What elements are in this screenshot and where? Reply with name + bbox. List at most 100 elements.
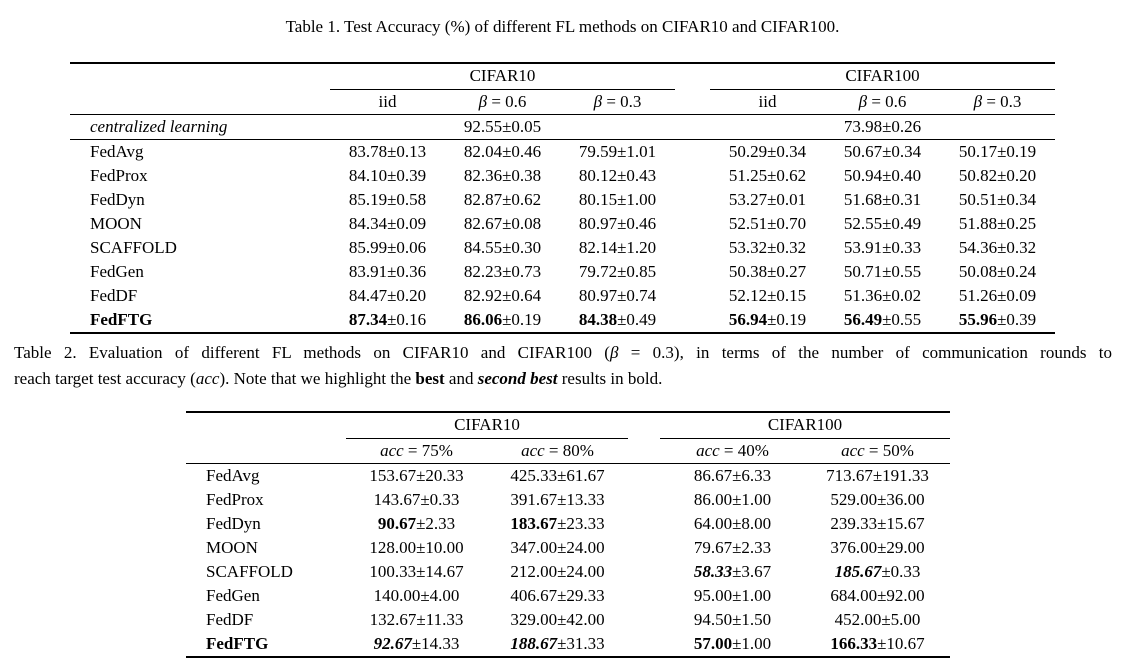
table-row: FedDF 84.47±0.20 82.92±0.64 80.97±0.74 52.12… (70, 284, 1055, 308)
std-value: ±0.25 (997, 213, 1037, 233)
std-value: ±0.55 (882, 309, 922, 329)
value-cell: 53.91±0.33 (825, 236, 940, 260)
table2-cifar10-header: CIFAR10 (346, 411, 628, 439)
value-cell: 92.67±14.33 (346, 631, 487, 658)
table-row: FedDyn 90.67±2.33 183.67±23.33 64.00±8.00 23… (186, 512, 950, 536)
blank-cell (186, 411, 346, 438)
mean-value: 50.71 (843, 261, 883, 281)
caption-segment: results in bold. (557, 369, 663, 388)
gap-cell (675, 188, 710, 212)
mean-value: 82.04 (463, 141, 503, 161)
std-value: ±0.20 (387, 285, 427, 305)
caption-segment: acc (195, 369, 220, 388)
value-cell: 53.27±0.01 (710, 188, 825, 212)
std-value: ±14.33 (411, 633, 460, 653)
std-value: ±0.01 (767, 189, 807, 209)
mean-value: 51.36 (843, 285, 883, 305)
mean-value: 53.91 (843, 237, 883, 257)
value-cell: 84.47±0.20 (330, 284, 445, 308)
std-value: ±0.13 (387, 141, 427, 161)
caption-segment: = 0.3), in terms of the number of commun… (618, 343, 1112, 362)
mean-value: 82.14 (578, 237, 618, 257)
value-cell: 83.78±0.13 (330, 139, 445, 164)
mean-value: 83.91 (348, 261, 388, 281)
gap-cell (675, 62, 710, 89)
std-value: ±0.49 (882, 213, 922, 233)
mean-value: 529.00 (830, 489, 878, 509)
std-value: ±1.20 (617, 237, 657, 257)
gap-cell (675, 307, 710, 334)
mean-value: 86.00 (693, 489, 733, 509)
std-value: ±1.00 (732, 489, 772, 509)
value-cell: 529.00±36.00 (805, 488, 950, 512)
value-cell: 52.51±0.70 (710, 212, 825, 236)
value-cell: 95.00±1.00 (660, 584, 805, 608)
std-value: ±0.34 (997, 189, 1037, 209)
std-value: ±0.73 (502, 261, 542, 281)
value-cell: 86.00±1.00 (660, 488, 805, 512)
mean-value: 84.47 (348, 285, 388, 305)
caption-segment: ). Note that we highlight the (219, 369, 416, 388)
mean-value: 52.51 (728, 213, 768, 233)
table-row: FedGen 83.91±0.36 82.23±0.73 79.72±0.85 50.3… (70, 260, 1055, 284)
table2-col-acc50: acc = 50% (805, 438, 950, 464)
std-value: ±6.33 (732, 465, 772, 485)
gap-cell (675, 164, 710, 188)
caption-segment: and (444, 369, 478, 388)
std-value: ±0.62 (767, 165, 807, 185)
mean-value: 713.67 (826, 465, 873, 485)
mean-value: 391.67 (510, 489, 558, 509)
std-value: ±0.27 (767, 261, 807, 281)
value-cell: 82.23±0.73 (445, 260, 560, 284)
std-value: ±1.01 (617, 141, 657, 161)
mean-value: 56.49 (843, 309, 883, 329)
table-row: MOON 84.34±0.09 82.67±0.08 80.97±0.46 52.51±… (70, 212, 1055, 236)
value-cell: 50.29±0.34 (710, 139, 825, 164)
value-cell: 391.67±13.33 (487, 488, 628, 512)
std-value: ±8.00 (732, 513, 772, 533)
gap-cell (675, 284, 710, 308)
value-cell: 50.94±0.40 (825, 164, 940, 188)
value-cell: 452.00±5.00 (805, 608, 950, 632)
std-value: ±15.67 (877, 513, 925, 533)
value-cell: 82.67±0.08 (445, 212, 560, 236)
method-name: MOON (206, 537, 258, 557)
method-name: SCAFFOLD (90, 237, 177, 257)
mean-value: 80.15 (578, 189, 618, 209)
std-value: ±191.33 (872, 465, 929, 485)
gap-cell (675, 114, 710, 140)
mean-value: 87.34 (348, 309, 388, 329)
col-label: = 0.6 (867, 91, 907, 111)
mean-value: 55.96 (958, 309, 998, 329)
method-name: FedGen (206, 585, 260, 605)
value-cell: 50.71±0.55 (825, 260, 940, 284)
table-row: SCAFFOLD 100.33±14.67 212.00±24.00 58.33±3.… (186, 560, 950, 584)
value-cell: 183.67±23.33 (487, 512, 628, 536)
std-value: ±0.33 (881, 561, 921, 581)
gap-cell (628, 488, 660, 512)
mean-value: 80.97 (578, 213, 618, 233)
caption-segment: reach target test accuracy ( (14, 369, 196, 388)
table2-col-acc40: acc = 40% (660, 438, 805, 464)
mean-value: 376.00 (830, 537, 878, 557)
table-row: FedGen 140.00±4.00 406.67±29.33 95.00±1.00 6… (186, 584, 950, 608)
mean-value: 50.17 (958, 141, 998, 161)
table-row: FedFTG 87.34±0.16 86.06±0.19 84.38±0.49 56.9… (70, 307, 1056, 334)
value-cell: 90.67±2.33 (346, 512, 487, 536)
math-var: β (593, 91, 603, 111)
method-name: FedProx (90, 165, 148, 185)
gap-cell (628, 512, 660, 536)
caption-segment: β (609, 343, 619, 362)
value-cell: 86.06±0.19 (445, 307, 560, 334)
std-value: ±0.32 (767, 237, 807, 257)
std-value: ±0.30 (502, 237, 542, 257)
mean-value: 50.94 (843, 165, 883, 185)
gap-cell (628, 438, 660, 464)
table1-col-cifar100-beta03: β = 0.3 (940, 89, 1056, 115)
value-cell: 56.94±0.19 (710, 307, 825, 334)
std-value: ±0.74 (617, 285, 657, 305)
mean-value: 425.33 (510, 465, 558, 485)
table-row: FedDF 132.67±11.33 329.00±42.00 94.50±1.50 4… (186, 608, 950, 632)
mean-value: 52.12 (728, 285, 768, 305)
mean-value: 64.00 (693, 513, 733, 533)
